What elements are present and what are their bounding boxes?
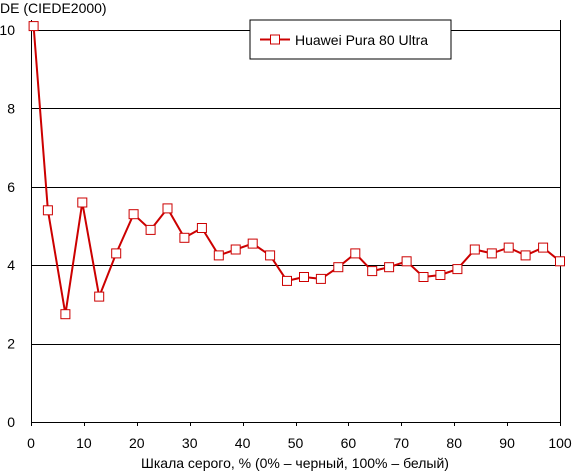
data-point <box>503 242 514 253</box>
y-tick-label: 8 <box>7 100 15 116</box>
data-point <box>452 264 463 275</box>
data-point <box>196 223 207 233</box>
data-point <box>77 197 88 208</box>
data-point <box>42 205 53 216</box>
x-tick-label: 50 <box>288 435 304 451</box>
data-point <box>162 203 173 214</box>
y-tick-label: 0 <box>7 414 15 430</box>
y-tick-label: 2 <box>7 336 15 352</box>
data-point <box>384 262 395 273</box>
legend-label: Huawei Pura 80 Ultra <box>295 32 428 48</box>
x-tick-label: 40 <box>235 435 251 451</box>
series-layer <box>28 21 565 320</box>
x-tick-label: 0 <box>27 435 35 451</box>
y-tick-label: 10 <box>0 22 15 38</box>
x-tick-label: 30 <box>182 435 198 451</box>
data-point <box>350 248 361 259</box>
x-tick-label: 10 <box>76 435 92 451</box>
x-tick-label: 80 <box>446 435 462 451</box>
data-point <box>367 266 378 277</box>
series-line-0 <box>32 26 561 316</box>
data-point <box>520 250 531 261</box>
data-point <box>111 248 122 259</box>
data-point <box>230 244 241 255</box>
data-point <box>213 250 224 261</box>
data-point <box>282 275 292 286</box>
data-point <box>555 256 565 267</box>
data-point <box>315 273 326 284</box>
legend: Huawei Pura 80 Ultra <box>249 19 452 60</box>
y-tick-label: 4 <box>7 257 15 273</box>
y-axis-label: DE (CIEDE2000) <box>0 0 107 16</box>
plot-frame <box>31 20 561 426</box>
data-point <box>179 232 190 243</box>
x-tick-label: 70 <box>394 435 410 451</box>
grid-lines <box>31 30 560 345</box>
data-point <box>469 244 480 255</box>
data-point <box>538 242 549 253</box>
data-point <box>145 224 156 235</box>
x-tick-label: 100 <box>548 435 572 451</box>
data-point <box>128 209 139 220</box>
data-point <box>28 21 39 32</box>
x-tick-label: 60 <box>341 435 357 451</box>
data-point <box>401 256 412 267</box>
data-point <box>333 262 344 273</box>
data-point <box>94 291 105 302</box>
data-point <box>435 270 446 280</box>
data-point <box>247 238 258 249</box>
data-point <box>486 248 497 259</box>
y-tick-label: 6 <box>7 179 15 195</box>
x-tick-labels: 0 10 20 30 40 50 60 70 80 90 100 <box>27 435 572 451</box>
x-tick-label: 90 <box>499 435 515 451</box>
data-point <box>299 272 309 282</box>
y-tick-labels: 0 2 4 6 8 10 <box>0 22 15 430</box>
data-point <box>418 272 429 282</box>
x-axis-label: Шкала серого, % (0% – черный, 100% – бел… <box>141 455 449 471</box>
data-point <box>265 250 276 261</box>
data-point <box>60 309 71 320</box>
x-tick-label: 20 <box>129 435 145 451</box>
legend-marker <box>270 34 280 45</box>
